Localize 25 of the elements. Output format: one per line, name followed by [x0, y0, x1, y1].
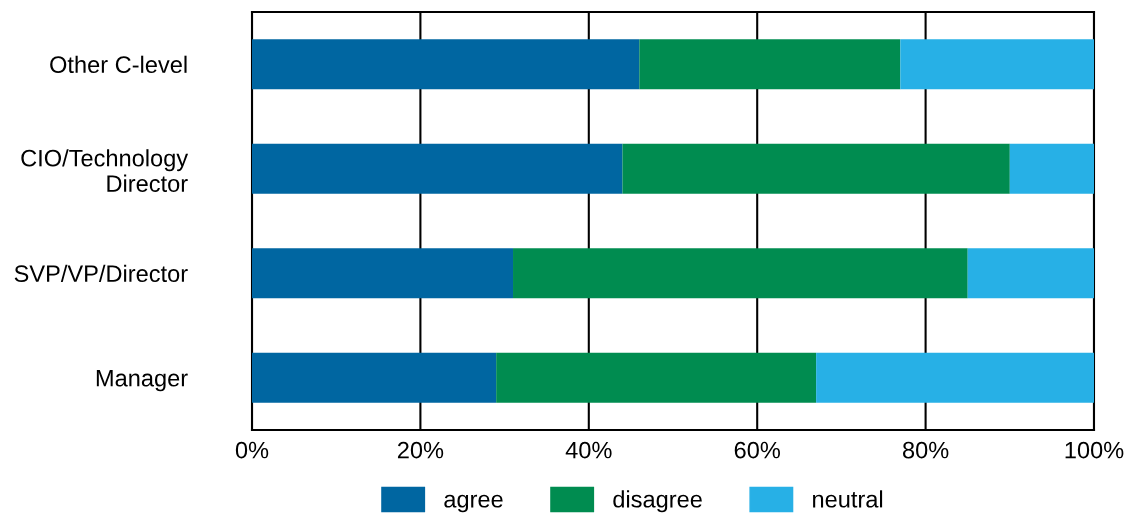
x-tick-label: 100% [1065, 441, 1124, 459]
y-tick-label: Manager [96, 370, 188, 392]
bar [816, 352, 1094, 403]
legend-label: neutral [813, 490, 883, 508]
x-tick-label: 0% [235, 441, 269, 459]
x-tick-label: 40% [565, 441, 612, 459]
bar [967, 248, 1094, 299]
bar [639, 39, 901, 90]
bar [1009, 143, 1094, 194]
y-tick-label: SVP/VP/Director [14, 264, 188, 283]
bar [252, 352, 497, 403]
legend-label: agree [444, 494, 503, 513]
legend-label: disagree [613, 490, 702, 513]
x-tick-label: 60% [734, 441, 780, 459]
y-tick-label: CIO/Technology Director [21, 149, 189, 192]
bar [252, 143, 623, 194]
bar [496, 352, 817, 403]
x-tick-label: 20% [397, 441, 444, 459]
bar [513, 248, 968, 299]
y-tick-label: Other C-level [50, 55, 187, 74]
bar [900, 39, 1094, 90]
bar [252, 248, 514, 299]
bar [622, 143, 1010, 194]
bar [252, 39, 640, 90]
x-tick-label: 80% [903, 441, 949, 459]
